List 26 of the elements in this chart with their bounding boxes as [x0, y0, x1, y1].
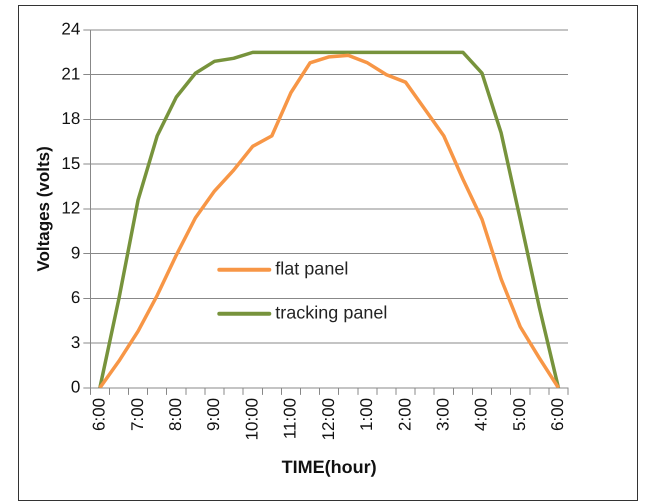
x-tick-label: 3:00	[433, 398, 452, 431]
x-tick-label: 5:00	[510, 398, 529, 431]
y-tick-label: 15	[61, 154, 80, 173]
y-axis-title: Voltages (volts)	[34, 146, 53, 272]
y-tick-label: 24	[61, 20, 80, 39]
x-tick-label: 4:00	[472, 398, 491, 431]
y-tick-label: 21	[61, 64, 80, 84]
x-tick-label: 6:00	[90, 398, 109, 431]
legend-label: flat panel	[275, 258, 348, 279]
legend-label: tracking panel	[275, 302, 388, 323]
y-tick-label: 3	[70, 332, 80, 352]
x-tick-label: 8:00	[166, 398, 185, 431]
y-tick-label: 6	[70, 288, 80, 308]
x-tick-label: 6:00	[548, 398, 568, 431]
y-tick-label: 12	[61, 198, 80, 218]
x-tick-label: 7:00	[128, 398, 147, 431]
x-tick-label: 12:00	[318, 398, 338, 440]
x-tick-label: 11:00	[280, 398, 300, 440]
y-tick-label: 0	[70, 378, 80, 397]
x-axis-title: TIME(hour)	[282, 457, 377, 478]
x-tick-label: 10:00	[242, 398, 262, 440]
x-tick-label: 9:00	[204, 398, 224, 431]
y-tick-label: 9	[70, 243, 80, 262]
x-tick-label: 1:00	[357, 398, 376, 431]
x-tick-label: 2:00	[395, 398, 414, 431]
y-tick-label: 18	[61, 109, 80, 128]
